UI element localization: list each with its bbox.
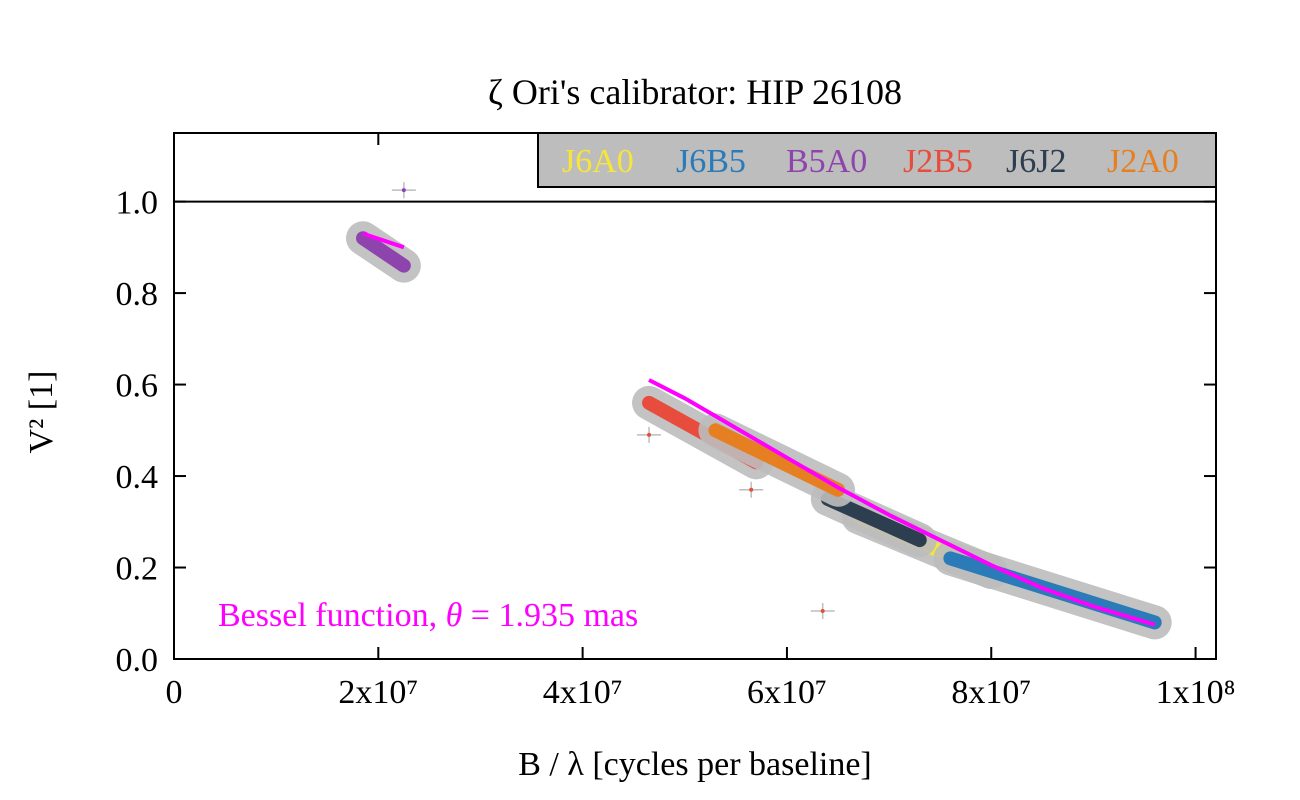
y-tick-label: 0.0: [116, 642, 159, 679]
legend-box: [537, 132, 1217, 188]
legend-entry-j6b5: J6B5: [676, 143, 746, 180]
fit-curve: [362, 231, 405, 250]
x-tick-label: 6x10⁷: [747, 674, 827, 711]
legend-entry-j2b5: J2B5: [903, 143, 973, 180]
axes: 0 2x10⁷ 4x10⁷ 6x10⁷ 8x10⁷ 1x10⁸ 0.0 0.2 0.4 0.6 0.…: [116, 133, 1236, 711]
y-tick-label: 0.4: [116, 459, 159, 496]
legend-entry-b5a0: B5A0: [786, 143, 867, 180]
data-point: [820, 608, 825, 613]
y-tick-label: 0.8: [116, 276, 159, 313]
data-point: [401, 188, 406, 193]
data-point: [749, 487, 754, 492]
legend-entry-j6a0: J6A0: [562, 143, 634, 180]
x-tick-label: 8x10⁷: [951, 674, 1031, 711]
fit-label-theta: θ: [446, 597, 463, 634]
x-axis-label: B / λ [cycles per baseline]: [518, 746, 872, 783]
data-band: [355, 231, 411, 273]
y-tick-label: 0.6: [116, 368, 159, 405]
legend-entry-j2a0: J2A0: [1107, 143, 1179, 180]
fit-label-prefix: Bessel function,: [218, 597, 446, 634]
data-band: [708, 423, 846, 497]
fit-label: Bessel function, θ = 1.935 mas: [218, 597, 638, 634]
x-tick-label: 2x10⁷: [338, 674, 418, 711]
x-tick-label: 4x10⁷: [543, 674, 623, 711]
y-axis-label: V² [1]: [23, 371, 60, 454]
fit-label-value: = 1.935 mas: [462, 597, 638, 634]
y-tick-label: 1.0: [116, 185, 159, 222]
y-tick-label: 0.2: [116, 551, 159, 588]
x-tick-label: 0: [166, 674, 183, 711]
x-tick-label: 1x10⁸: [1156, 674, 1236, 711]
plot-area: [174, 182, 1216, 640]
legend-entry-j6j2: J6J2: [1006, 143, 1066, 180]
legend: J6A0 J6B5 B5A0 J2B5 J6J2 J2A0: [537, 132, 1217, 188]
chart-title: ζ Ori's calibrator: HIP 26108: [488, 72, 902, 112]
fit-curve: [648, 378, 1156, 627]
data-point: [647, 432, 652, 437]
series-b5a0: [345, 182, 421, 283]
series-j2a0: [698, 413, 856, 507]
